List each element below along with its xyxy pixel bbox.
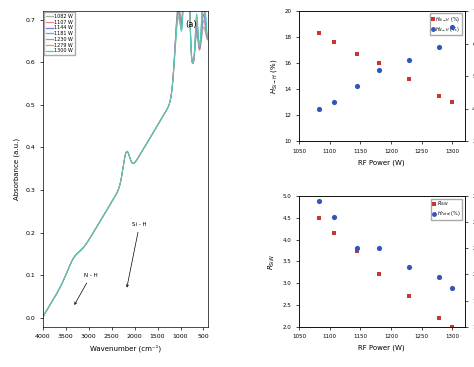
Point bbox=[330, 99, 338, 105]
1300 W bbox=[103, 209, 109, 214]
Point bbox=[406, 293, 413, 299]
Point bbox=[315, 106, 322, 112]
1279 W bbox=[205, 36, 211, 41]
Text: (b): (b) bbox=[444, 15, 456, 24]
1144 W bbox=[202, 18, 208, 23]
1107 W bbox=[103, 209, 109, 214]
Point bbox=[353, 51, 360, 57]
Y-axis label: Absorbance (a.u.): Absorbance (a.u.) bbox=[13, 138, 19, 200]
1230 W bbox=[40, 315, 46, 319]
1279 W bbox=[59, 282, 64, 287]
Text: (c): (c) bbox=[445, 200, 456, 209]
1107 W bbox=[110, 197, 116, 201]
Legend: $R_{Si/N}$, $H_{Total}$ (%): $R_{Si/N}$, $H_{Total}$ (%) bbox=[431, 199, 462, 220]
Line: 1230 W: 1230 W bbox=[43, 0, 208, 317]
1181 W bbox=[40, 315, 46, 319]
1279 W bbox=[69, 260, 74, 264]
Point bbox=[448, 284, 456, 290]
Y-axis label: $R_{Si/N}$: $R_{Si/N}$ bbox=[267, 253, 277, 270]
1082 W bbox=[110, 197, 116, 201]
Point bbox=[375, 246, 383, 251]
Point bbox=[315, 199, 322, 204]
1144 W bbox=[205, 37, 211, 41]
1107 W bbox=[205, 37, 211, 42]
1300 W bbox=[40, 315, 46, 319]
Point bbox=[436, 274, 443, 280]
1230 W bbox=[69, 260, 74, 264]
Y-axis label: $H_{Si-H}$ (%): $H_{Si-H}$ (%) bbox=[269, 58, 279, 94]
1230 W bbox=[59, 282, 64, 287]
Point bbox=[375, 60, 383, 66]
1181 W bbox=[205, 37, 211, 41]
1230 W bbox=[103, 209, 109, 214]
1279 W bbox=[202, 4, 208, 8]
Point bbox=[315, 30, 322, 36]
Line: 1300 W: 1300 W bbox=[43, 0, 208, 317]
1279 W bbox=[110, 197, 116, 201]
Point bbox=[448, 99, 456, 105]
1082 W bbox=[69, 260, 74, 264]
1144 W bbox=[59, 282, 64, 287]
1144 W bbox=[69, 260, 74, 264]
Point bbox=[406, 76, 413, 82]
Line: 1082 W: 1082 W bbox=[43, 0, 208, 317]
Point bbox=[448, 24, 456, 30]
1279 W bbox=[103, 209, 109, 214]
1300 W bbox=[69, 260, 74, 264]
Line: 1181 W: 1181 W bbox=[43, 0, 208, 317]
Line: 1107 W: 1107 W bbox=[43, 0, 208, 317]
1181 W bbox=[59, 282, 64, 287]
1300 W bbox=[205, 36, 211, 40]
X-axis label: RF Power (W): RF Power (W) bbox=[358, 345, 405, 351]
1230 W bbox=[202, 9, 208, 13]
1107 W bbox=[69, 260, 74, 264]
Point bbox=[448, 324, 456, 330]
Point bbox=[353, 248, 360, 254]
Point bbox=[330, 39, 338, 45]
Point bbox=[330, 214, 338, 220]
1144 W bbox=[103, 209, 109, 214]
1082 W bbox=[202, 28, 208, 32]
1082 W bbox=[59, 282, 64, 287]
Point bbox=[353, 246, 360, 251]
1300 W bbox=[110, 197, 116, 201]
1181 W bbox=[103, 209, 109, 214]
1107 W bbox=[40, 315, 46, 319]
Legend: 1082 W, 1107 W, 1144 W, 1181 W, 1230 W, 1279 W, 1300 W: 1082 W, 1107 W, 1144 W, 1181 W, 1230 W, … bbox=[44, 12, 75, 55]
Point bbox=[436, 44, 443, 50]
1107 W bbox=[202, 23, 208, 28]
X-axis label: RF Power (W): RF Power (W) bbox=[358, 160, 405, 166]
1107 W bbox=[59, 282, 64, 287]
1300 W bbox=[59, 282, 64, 287]
Point bbox=[353, 83, 360, 89]
Point bbox=[315, 215, 322, 221]
Text: N - H: N - H bbox=[75, 273, 98, 304]
1082 W bbox=[40, 315, 46, 319]
Point bbox=[375, 67, 383, 73]
1300 W bbox=[202, 0, 208, 4]
Line: 1279 W: 1279 W bbox=[43, 0, 208, 317]
X-axis label: Wavenumber (cm⁻¹): Wavenumber (cm⁻¹) bbox=[90, 345, 161, 352]
Point bbox=[436, 93, 443, 99]
1230 W bbox=[110, 197, 116, 201]
Point bbox=[406, 57, 413, 63]
1144 W bbox=[40, 315, 46, 319]
Text: (a): (a) bbox=[185, 21, 197, 29]
1279 W bbox=[40, 315, 46, 319]
1144 W bbox=[110, 197, 116, 201]
Point bbox=[406, 264, 413, 270]
Line: 1144 W: 1144 W bbox=[43, 0, 208, 317]
Point bbox=[330, 230, 338, 236]
1082 W bbox=[103, 209, 109, 214]
Legend: $H_{Si-H}$ (%), $H_{N-H}$ (%): $H_{Si-H}$ (%), $H_{N-H}$ (%) bbox=[430, 14, 462, 35]
1181 W bbox=[69, 260, 74, 264]
1230 W bbox=[205, 37, 211, 41]
1181 W bbox=[202, 14, 208, 18]
1181 W bbox=[110, 197, 116, 201]
Point bbox=[436, 315, 443, 321]
1082 W bbox=[205, 38, 211, 42]
Point bbox=[375, 272, 383, 277]
Text: Si - H: Si - H bbox=[127, 222, 147, 287]
